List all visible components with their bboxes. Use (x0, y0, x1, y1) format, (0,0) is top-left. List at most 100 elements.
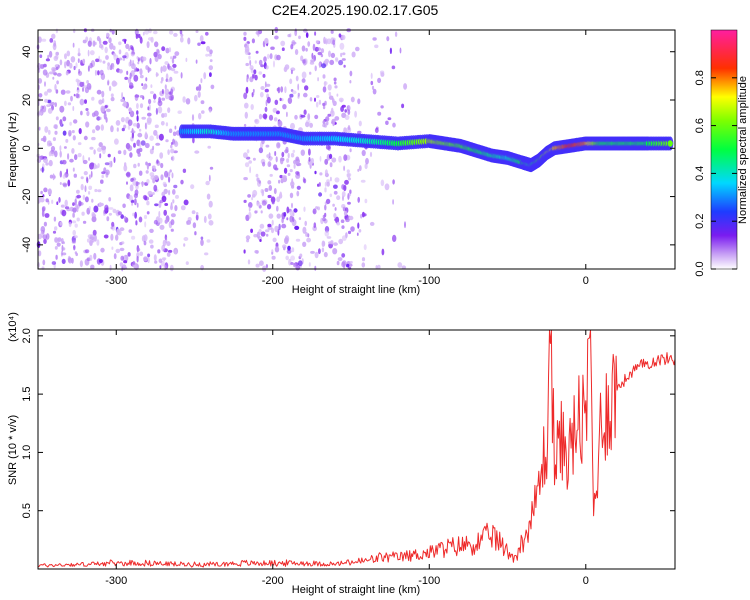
spectrogram-speckle (281, 223, 287, 229)
spectrogram-speckle (64, 206, 70, 210)
snr-panel: -300 -200 -100 0 0.5 1.0 1.5 2.0 Height of str… (7, 312, 676, 596)
snr-x-ticks: -300 -200 -100 0 (105, 330, 589, 587)
spectrogram-speckle (336, 221, 341, 226)
spectrogram-speckle (167, 149, 170, 156)
spectrogram-speckle (55, 51, 59, 56)
spectrogram-speckle (386, 36, 390, 42)
spectrogram-speckle (153, 30, 158, 35)
spectrogram-speckle (132, 180, 137, 186)
spectrogram-speckle (106, 108, 111, 113)
spectrogram-speckle (320, 48, 325, 54)
colorbar-tick-label: 0.6 (694, 118, 706, 133)
spectrogram-speckle (194, 150, 200, 154)
spectrogram-speckle (314, 265, 317, 271)
spectrogram-speckle (170, 213, 176, 218)
spectrogram-speckle (361, 211, 365, 218)
spectrogram-speckle (282, 104, 287, 110)
spectrogram-speckle (56, 242, 61, 247)
spectrogram-speckle (48, 71, 54, 75)
spectrogram-speckle (349, 148, 352, 153)
spectrogram-speckle (82, 39, 87, 44)
spectrogram-x-axis-label: Height of straight line (km) (292, 284, 420, 296)
spectrogram-speckle (322, 217, 326, 222)
spectrogram-speckle (59, 119, 63, 126)
spectrogram-speckle (315, 101, 319, 108)
spectrogram-speckle (343, 127, 347, 134)
spectrogram-speckle (132, 260, 136, 265)
spectrogram-speckle (156, 134, 159, 140)
colorbar-tick-label: 0.8 (694, 70, 706, 85)
spectrogram-speckle (73, 119, 78, 124)
spectrogram-speckle (144, 195, 148, 201)
spectrogram-speckle (305, 121, 310, 128)
spectrogram-speckle (349, 70, 353, 77)
spectrogram-speckle (104, 46, 108, 54)
spectrogram-speckle (112, 208, 117, 214)
spectrogram-speckle (159, 224, 165, 230)
spectrogram-speckle (59, 145, 62, 152)
spectrogram-speckle (303, 178, 307, 184)
spectrogram-speckle (244, 102, 249, 109)
spectrogram-speckle (65, 138, 69, 143)
spectrogram-speckle (60, 89, 66, 95)
spectrogram-speckle (179, 30, 183, 35)
spectrogram-speckle (38, 126, 41, 131)
spectrogram-speckle (324, 204, 327, 211)
spectrogram-speckle (380, 105, 384, 109)
spectrogram-speckle (122, 57, 126, 61)
spectrogram-speckle (68, 130, 72, 137)
spectrogram-speckle (292, 90, 297, 95)
spectrogram-speckle (148, 98, 152, 105)
spectrogram-speckle (341, 261, 346, 268)
spectrogram-speckle (332, 248, 338, 255)
spectrogram-speckle (43, 63, 47, 68)
spectrogram-speckle (312, 225, 318, 232)
snr-y-ticks: 0.5 1.0 1.5 2.0 (21, 328, 675, 518)
spectrogram-speckle (128, 229, 133, 233)
spectrogram-speckle (84, 87, 89, 94)
spectrogram-speckle (332, 203, 335, 207)
snr-y-tick-label: 1.0 (21, 445, 33, 460)
spectrogram-speckle (274, 246, 280, 253)
spectrogram-speckle (146, 200, 150, 206)
spectrogram-speckle (80, 110, 83, 116)
spectrogram-x-tick-label: 0 (583, 275, 589, 287)
spectrogram-speckle (208, 65, 213, 71)
spectrogram-speckle (206, 193, 211, 200)
spectrogram-speckle (72, 229, 76, 236)
spectrogram-speckle (338, 33, 342, 38)
spectrogram-speckle (274, 225, 279, 233)
spectrogram-speckle (146, 179, 150, 184)
spectrogram-speckle (168, 176, 171, 183)
spectrogram-speckle (150, 244, 154, 249)
spectrogram-speckle (344, 109, 348, 113)
spectrogram-speckle (307, 113, 311, 121)
spectrogram-speckle (256, 201, 261, 207)
spectrogram-speckle (369, 221, 375, 226)
spectrogram-speckle (170, 56, 173, 60)
spectrogram-speckle (136, 122, 140, 129)
spectrogram-speckle (139, 74, 144, 79)
spectrogram-speckle (253, 234, 258, 238)
spectrogram-speckle (99, 59, 102, 63)
spectrogram-speckle (146, 41, 150, 49)
spectrogram-x-tick-label: -100 (418, 275, 440, 287)
spectrogram-speckle (161, 77, 164, 82)
spectrogram-speckle (83, 135, 88, 141)
spectrogram-speckle (89, 146, 94, 150)
spectrogram-speckle (292, 212, 295, 217)
spectrogram-speckle (273, 164, 278, 170)
spectrogram-speckle (289, 169, 293, 173)
spectrogram-speckle (109, 28, 112, 33)
spectrogram-speckle (200, 239, 204, 247)
spectrogram-speckle (361, 149, 366, 157)
spectrogram-speckle (281, 151, 285, 158)
spectrogram-speckle (94, 188, 98, 193)
spectrogram-speckle (103, 234, 109, 239)
spectrogram-speckle (286, 111, 288, 118)
spectrogram-speckle (134, 28, 139, 36)
spectrogram-speckle (50, 145, 56, 152)
spectrogram-speckle (287, 172, 291, 176)
spectrogram-speckle (72, 167, 75, 172)
spectrogram-speckle (263, 56, 267, 63)
